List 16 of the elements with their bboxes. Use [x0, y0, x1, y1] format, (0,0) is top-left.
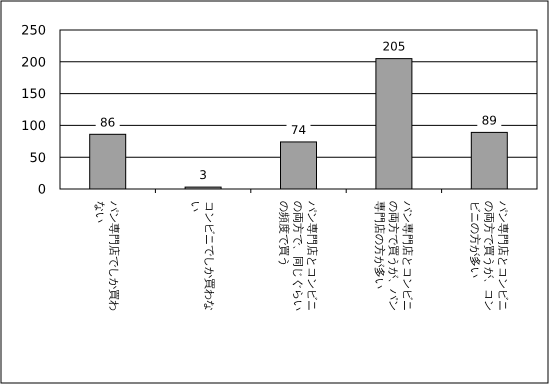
y-tick-label: 200 [21, 55, 46, 70]
y-tick-label: 100 [21, 118, 46, 134]
y-tick-label: 50 [29, 150, 46, 166]
x-tick-label: コンビニでしか買わない [189, 201, 216, 311]
data-label: 205 [382, 40, 406, 54]
x-tick-label: パン専門店とコンビニの両方で買うが、コンビニの方が多い [468, 200, 510, 311]
data-label: 86 [100, 115, 116, 130]
x-tick-label: パン専門店でしか買わない [94, 200, 121, 311]
data-label: 3 [199, 168, 207, 182]
data-label: 89 [482, 113, 497, 128]
x-tick-label: パン専門店とコンビニの両方で買うが、パン専門店の方が多い [372, 200, 414, 311]
y-tick-label: 0 [38, 182, 46, 198]
x-tick-label: パン専門店とコンビニの両方で、同じぐらいの頻度で買う [278, 200, 318, 311]
y-tick-label: 250 [21, 24, 46, 39]
y-tick-label: 150 [21, 87, 46, 102]
data-label: 74 [290, 122, 306, 137]
